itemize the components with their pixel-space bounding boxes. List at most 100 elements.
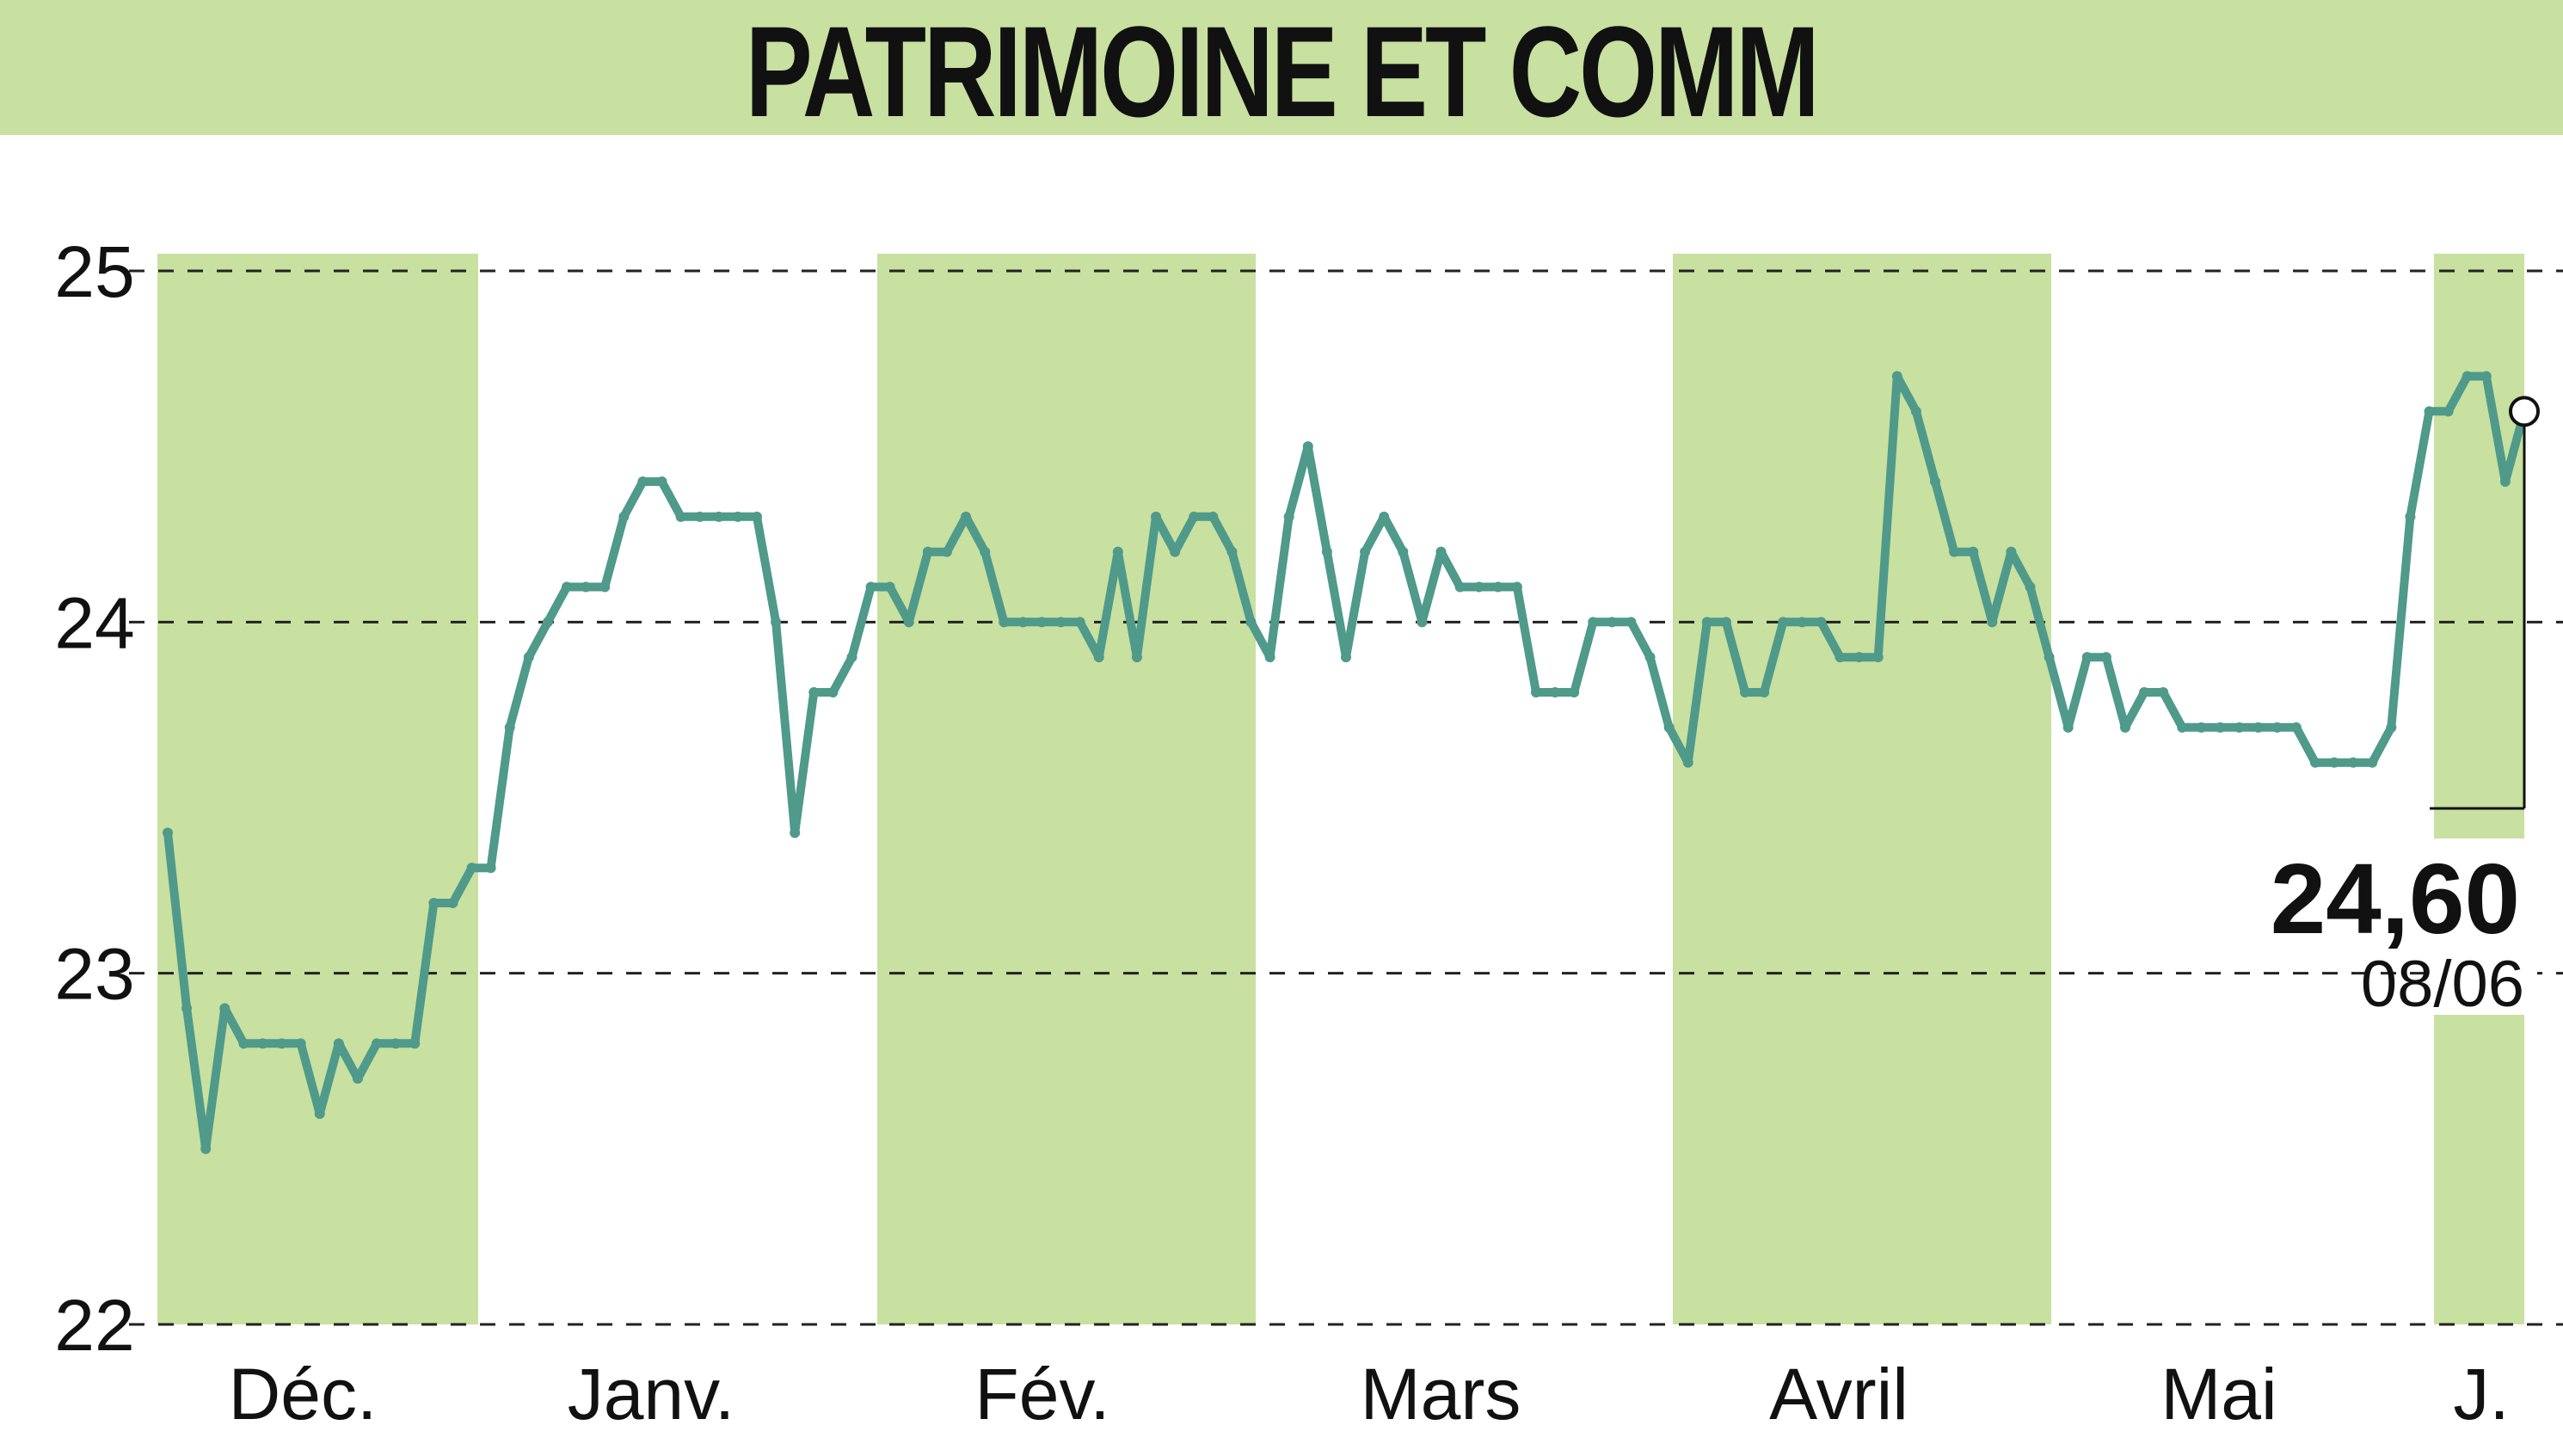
price-point (542, 617, 553, 628)
grid-lines (129, 269, 2563, 1326)
price-point (352, 1073, 363, 1084)
price-point (333, 1038, 344, 1049)
price-point (694, 511, 705, 522)
price-point (2177, 722, 2188, 733)
price-point (1759, 687, 1770, 697)
price-point (1417, 617, 1428, 628)
price-point (980, 546, 991, 557)
price-point (485, 863, 496, 874)
price-point (1720, 617, 1731, 628)
price-point (2329, 757, 2340, 768)
x-tick-label: Janv. (568, 1354, 735, 1434)
price-point (390, 1038, 402, 1049)
y-tick-label: 24 (54, 582, 134, 663)
price-point (599, 581, 611, 593)
price-point (675, 511, 686, 522)
price-point (1189, 511, 1200, 522)
price-point (1283, 511, 1294, 522)
price-point (656, 476, 667, 487)
y-axis-ticks: 25 24 23 22 (54, 231, 134, 1366)
chart-title: PATRIMOINE ET COMM (746, 0, 1820, 144)
price-point (2462, 371, 2473, 382)
month-shade-0 (157, 254, 478, 1324)
price-point (1074, 617, 1085, 628)
price-point (713, 511, 724, 522)
x-tick-label: Mars (1361, 1354, 1521, 1434)
price-point (1682, 757, 1693, 768)
price-line (163, 372, 2529, 1153)
price-point (1987, 617, 1998, 628)
price-point (846, 652, 857, 663)
x-tick-label: Déc. (229, 1354, 378, 1434)
price-point (1949, 546, 1960, 557)
price-point (2348, 757, 2359, 768)
price-point (808, 687, 820, 697)
price-point (2062, 722, 2074, 733)
price-point (2119, 722, 2130, 733)
price-point (238, 1038, 249, 1049)
price-points (163, 371, 2529, 1154)
price-point (637, 476, 648, 487)
price-point (1930, 476, 1940, 487)
price-point (790, 827, 801, 839)
month-shade-2 (877, 254, 1256, 1324)
price-point (884, 581, 895, 593)
price-point (2006, 546, 2017, 557)
price-point (2443, 406, 2454, 417)
price-point (2081, 652, 2093, 663)
price-point (428, 898, 439, 908)
x-tick-label: J. (2453, 1354, 2509, 1434)
month-shading (157, 254, 2524, 1324)
price-point (1644, 652, 1656, 663)
price-point (2480, 371, 2492, 382)
price-point (219, 1003, 230, 1014)
price-point (1093, 652, 1104, 663)
last-value-label: 24,60 (2271, 843, 2520, 955)
price-point (1740, 687, 1751, 697)
price-point (999, 617, 1010, 628)
price-point (1036, 617, 1048, 628)
label-background (2434, 839, 2537, 946)
price-point (295, 1038, 306, 1049)
price-point (1511, 581, 1522, 593)
price-point (2044, 652, 2055, 663)
price-point (1473, 581, 1484, 593)
price-point (1872, 652, 1884, 663)
price-point (447, 898, 458, 908)
price-point (1017, 617, 1029, 628)
price-point (200, 1143, 212, 1154)
price-point (2290, 722, 2302, 733)
price-point (2100, 652, 2111, 663)
price-point (1588, 617, 1599, 628)
price-point (1853, 652, 1865, 663)
price-point (752, 511, 762, 522)
price-point (1151, 511, 1162, 522)
price-point (2215, 722, 2226, 733)
last-date-label: 08/06 (2361, 948, 2524, 1021)
price-point (1550, 687, 1561, 697)
title-bar: PATRIMOINE ET COMM (0, 0, 2563, 144)
price-point (1245, 617, 1257, 628)
date-background (2434, 946, 2537, 1015)
price-point (1530, 687, 1541, 697)
price-point (1302, 441, 1313, 452)
price-point (771, 617, 782, 628)
price-point (2234, 722, 2245, 733)
price-point (2367, 757, 2378, 768)
price-point (1398, 546, 1409, 557)
price-point (865, 581, 876, 593)
price-point (163, 827, 173, 839)
price-point (2386, 722, 2397, 733)
price-point (1264, 652, 1275, 663)
price-point (1208, 511, 1219, 522)
price-point (2405, 511, 2416, 522)
price-point (961, 511, 972, 522)
month-shade-6 (2434, 254, 2524, 1324)
price-point (1379, 511, 1390, 522)
price-point (1492, 581, 1503, 593)
price-point (922, 546, 933, 557)
price-point (372, 1038, 383, 1049)
price-point (1797, 617, 1808, 628)
price-point (1778, 617, 1789, 628)
